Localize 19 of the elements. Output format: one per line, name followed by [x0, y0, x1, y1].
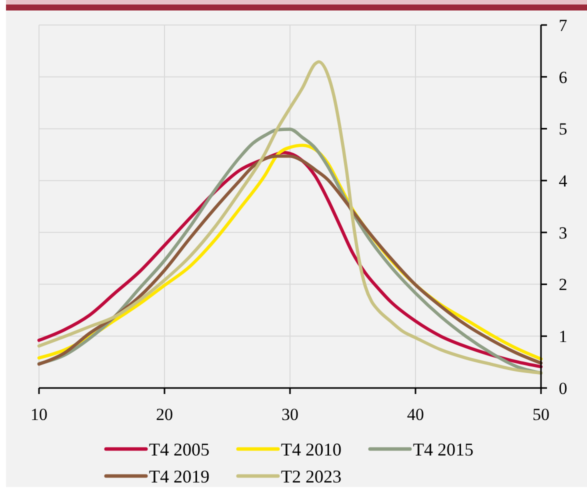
x-tick-label: 50 [532, 405, 550, 424]
legend-label: T4 2010 [281, 439, 342, 460]
legend-label: T4 2019 [149, 466, 210, 486]
y-tick-label: 5 [558, 120, 568, 139]
y-tick-label: 7 [558, 16, 568, 35]
y-tick-label: 3 [558, 223, 568, 242]
y-tick-label: 6 [558, 68, 568, 87]
y-tick-label: 2 [558, 275, 568, 294]
x-tick-label: 10 [30, 405, 48, 424]
x-tick-label: 20 [156, 405, 173, 424]
legend-label: T2 2023 [281, 466, 342, 486]
line-series [37, 60, 543, 375]
x-tick-label: 30 [282, 405, 298, 424]
legend-label: T4 2015 [413, 439, 474, 460]
y-tick-label: 1 [558, 327, 568, 346]
legend-label: T4 2005 [149, 439, 210, 460]
x-tick-label: 40 [407, 405, 424, 424]
y-tick-label: 4 [558, 172, 568, 191]
y-tick-label: 0 [558, 378, 568, 398]
